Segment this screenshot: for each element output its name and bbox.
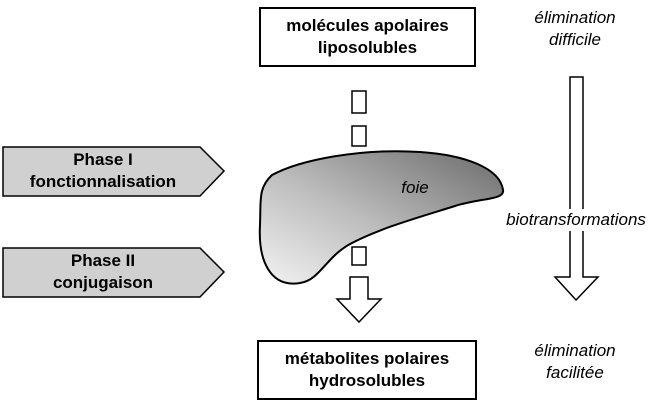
polar-metabolites-box: métabolites polaires hydrosolubles (257, 340, 477, 400)
phase-two-arrow (2, 247, 226, 298)
elimination-difficult-label: élimination difficile (534, 8, 616, 49)
phase-one-arrow (2, 146, 226, 197)
apolar-molecules-box: molécules apolaires liposolubles (259, 7, 476, 67)
liver-shape (258, 150, 504, 285)
elimination-facilitated-label: élimination facilitée (534, 341, 616, 382)
apolar-molecules-line2: liposolubles (317, 38, 418, 57)
apolar-molecules-line1: molécules apolaires (286, 16, 449, 35)
dash-segment (351, 246, 367, 266)
down-arrow-small (335, 276, 383, 324)
polar-metabolites-line1: métabolites polaires (284, 349, 450, 368)
polar-metabolites-line2: hydrosolubles (308, 371, 426, 390)
phase-one-label: Phase I fonctionnalisation (29, 150, 177, 191)
phase-two-label: Phase II conjugaison (52, 251, 154, 292)
liver-label: foie (401, 178, 429, 197)
dash-segment (351, 90, 367, 114)
biotransformations-label: biotransformations (486, 209, 666, 231)
dash-segment (351, 125, 367, 147)
down-arrow-large (553, 76, 600, 302)
